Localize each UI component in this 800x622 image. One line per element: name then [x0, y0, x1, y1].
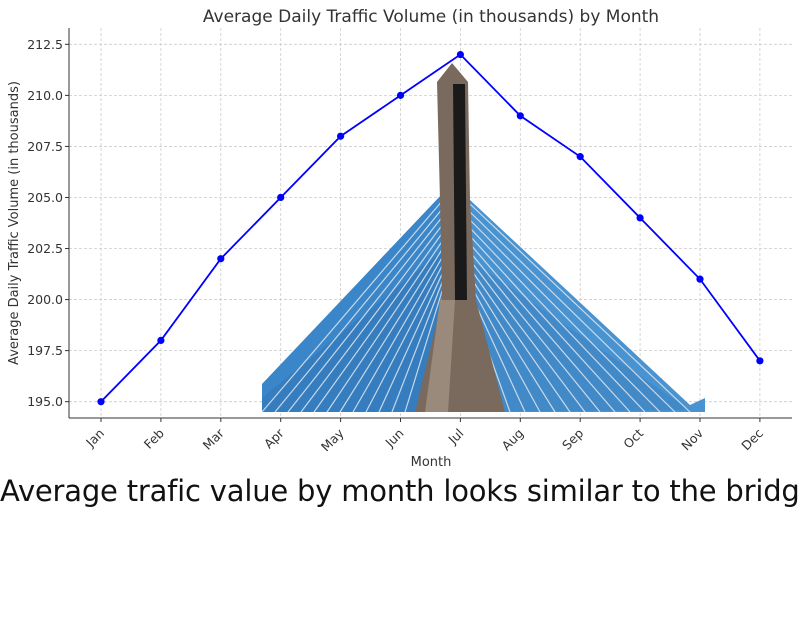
data-point	[576, 153, 584, 161]
bridge-cable	[378, 271, 444, 413]
x-tick-label: Jan	[82, 426, 107, 451]
y-tick-label: 200.0	[27, 292, 63, 307]
y-tick-label: 197.5	[27, 343, 63, 358]
bridge-cable	[469, 203, 691, 413]
data-point	[456, 50, 464, 59]
data-point	[696, 275, 704, 283]
series	[97, 50, 764, 406]
x-tick-label: Nov	[678, 425, 706, 453]
bridge-cable	[261, 199, 444, 413]
data-point	[516, 112, 524, 120]
right-cable-fan-shade	[470, 260, 690, 412]
chart-title: Average Daily Traffic Volume (in thousan…	[203, 7, 659, 27]
bridge-tower-light	[425, 300, 455, 412]
x-tick-label: Dec	[738, 425, 766, 453]
y-tick-label: 205.0	[27, 190, 63, 205]
bridge-cable	[469, 251, 601, 413]
bridge-cable	[469, 283, 541, 413]
bridge-cable	[469, 219, 661, 413]
data-point	[636, 214, 644, 222]
x-tick-label: Apr	[261, 425, 288, 452]
bridge-tower-shadow	[453, 84, 467, 300]
bridge-cable	[365, 263, 444, 413]
y-tick-label: 210.0	[27, 88, 63, 103]
bridge-cable	[469, 259, 586, 413]
bridge-cable	[339, 247, 444, 413]
x-tick-label: Jul	[445, 426, 467, 448]
bridge-cables	[261, 199, 691, 413]
data-point	[157, 336, 165, 345]
bridge-cable	[469, 235, 631, 413]
data-point	[756, 357, 764, 365]
y-tick-label: 195.0	[27, 394, 63, 409]
data-point	[217, 255, 225, 263]
y-tick-label: 207.5	[27, 139, 63, 154]
x-tick-label: Mar	[200, 425, 228, 453]
x-axis-label: Month	[411, 455, 452, 470]
chart-area: 195.0 197.5 200.0 202.5 205.0 207.5 210.0 212.5…	[7, 7, 792, 470]
bridge-cable	[313, 231, 444, 413]
x-tick-label: Feb	[141, 425, 167, 451]
x-tick-label: Jun	[381, 426, 406, 451]
bridge-image	[261, 63, 705, 413]
y-tick-label: 202.5	[27, 241, 63, 256]
caption: Average trafic value by month looks simi…	[0, 474, 800, 508]
bridge-cable	[404, 287, 444, 413]
data-point	[277, 193, 285, 202]
y-tick-label: 212.5	[27, 37, 63, 52]
data-point	[396, 91, 405, 99]
bridge-cable	[300, 223, 444, 413]
series-line	[100, 53, 761, 403]
bridge-cable	[469, 291, 526, 413]
bridge-cable	[469, 227, 646, 413]
bridge-cable	[352, 255, 444, 413]
x-tick-label: Sep	[559, 425, 586, 452]
bridge-cable	[469, 211, 676, 413]
x-tick-label: Aug	[499, 426, 527, 454]
line-chart: 195.0 197.5 200.0 202.5 205.0 207.5 210.0 212.5…	[7, 7, 792, 470]
bridge-cable	[469, 267, 571, 413]
x-tick-label: Oct	[620, 425, 646, 451]
y-axis-label: Average Daily Traffic Volume (in thousan…	[7, 81, 22, 365]
bridge-cable	[469, 275, 556, 413]
bridge-cable	[326, 239, 444, 413]
data-point	[337, 132, 345, 140]
bridge-cable	[391, 279, 444, 413]
data-point	[97, 398, 105, 406]
x-tick-label: May	[318, 425, 347, 454]
bridge-cable	[287, 215, 444, 413]
bridge-cable	[469, 243, 616, 413]
axes	[65, 28, 792, 422]
bridge-cable	[274, 207, 444, 413]
